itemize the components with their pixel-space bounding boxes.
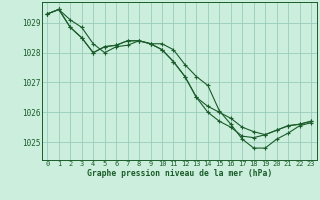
- X-axis label: Graphe pression niveau de la mer (hPa): Graphe pression niveau de la mer (hPa): [87, 169, 272, 178]
